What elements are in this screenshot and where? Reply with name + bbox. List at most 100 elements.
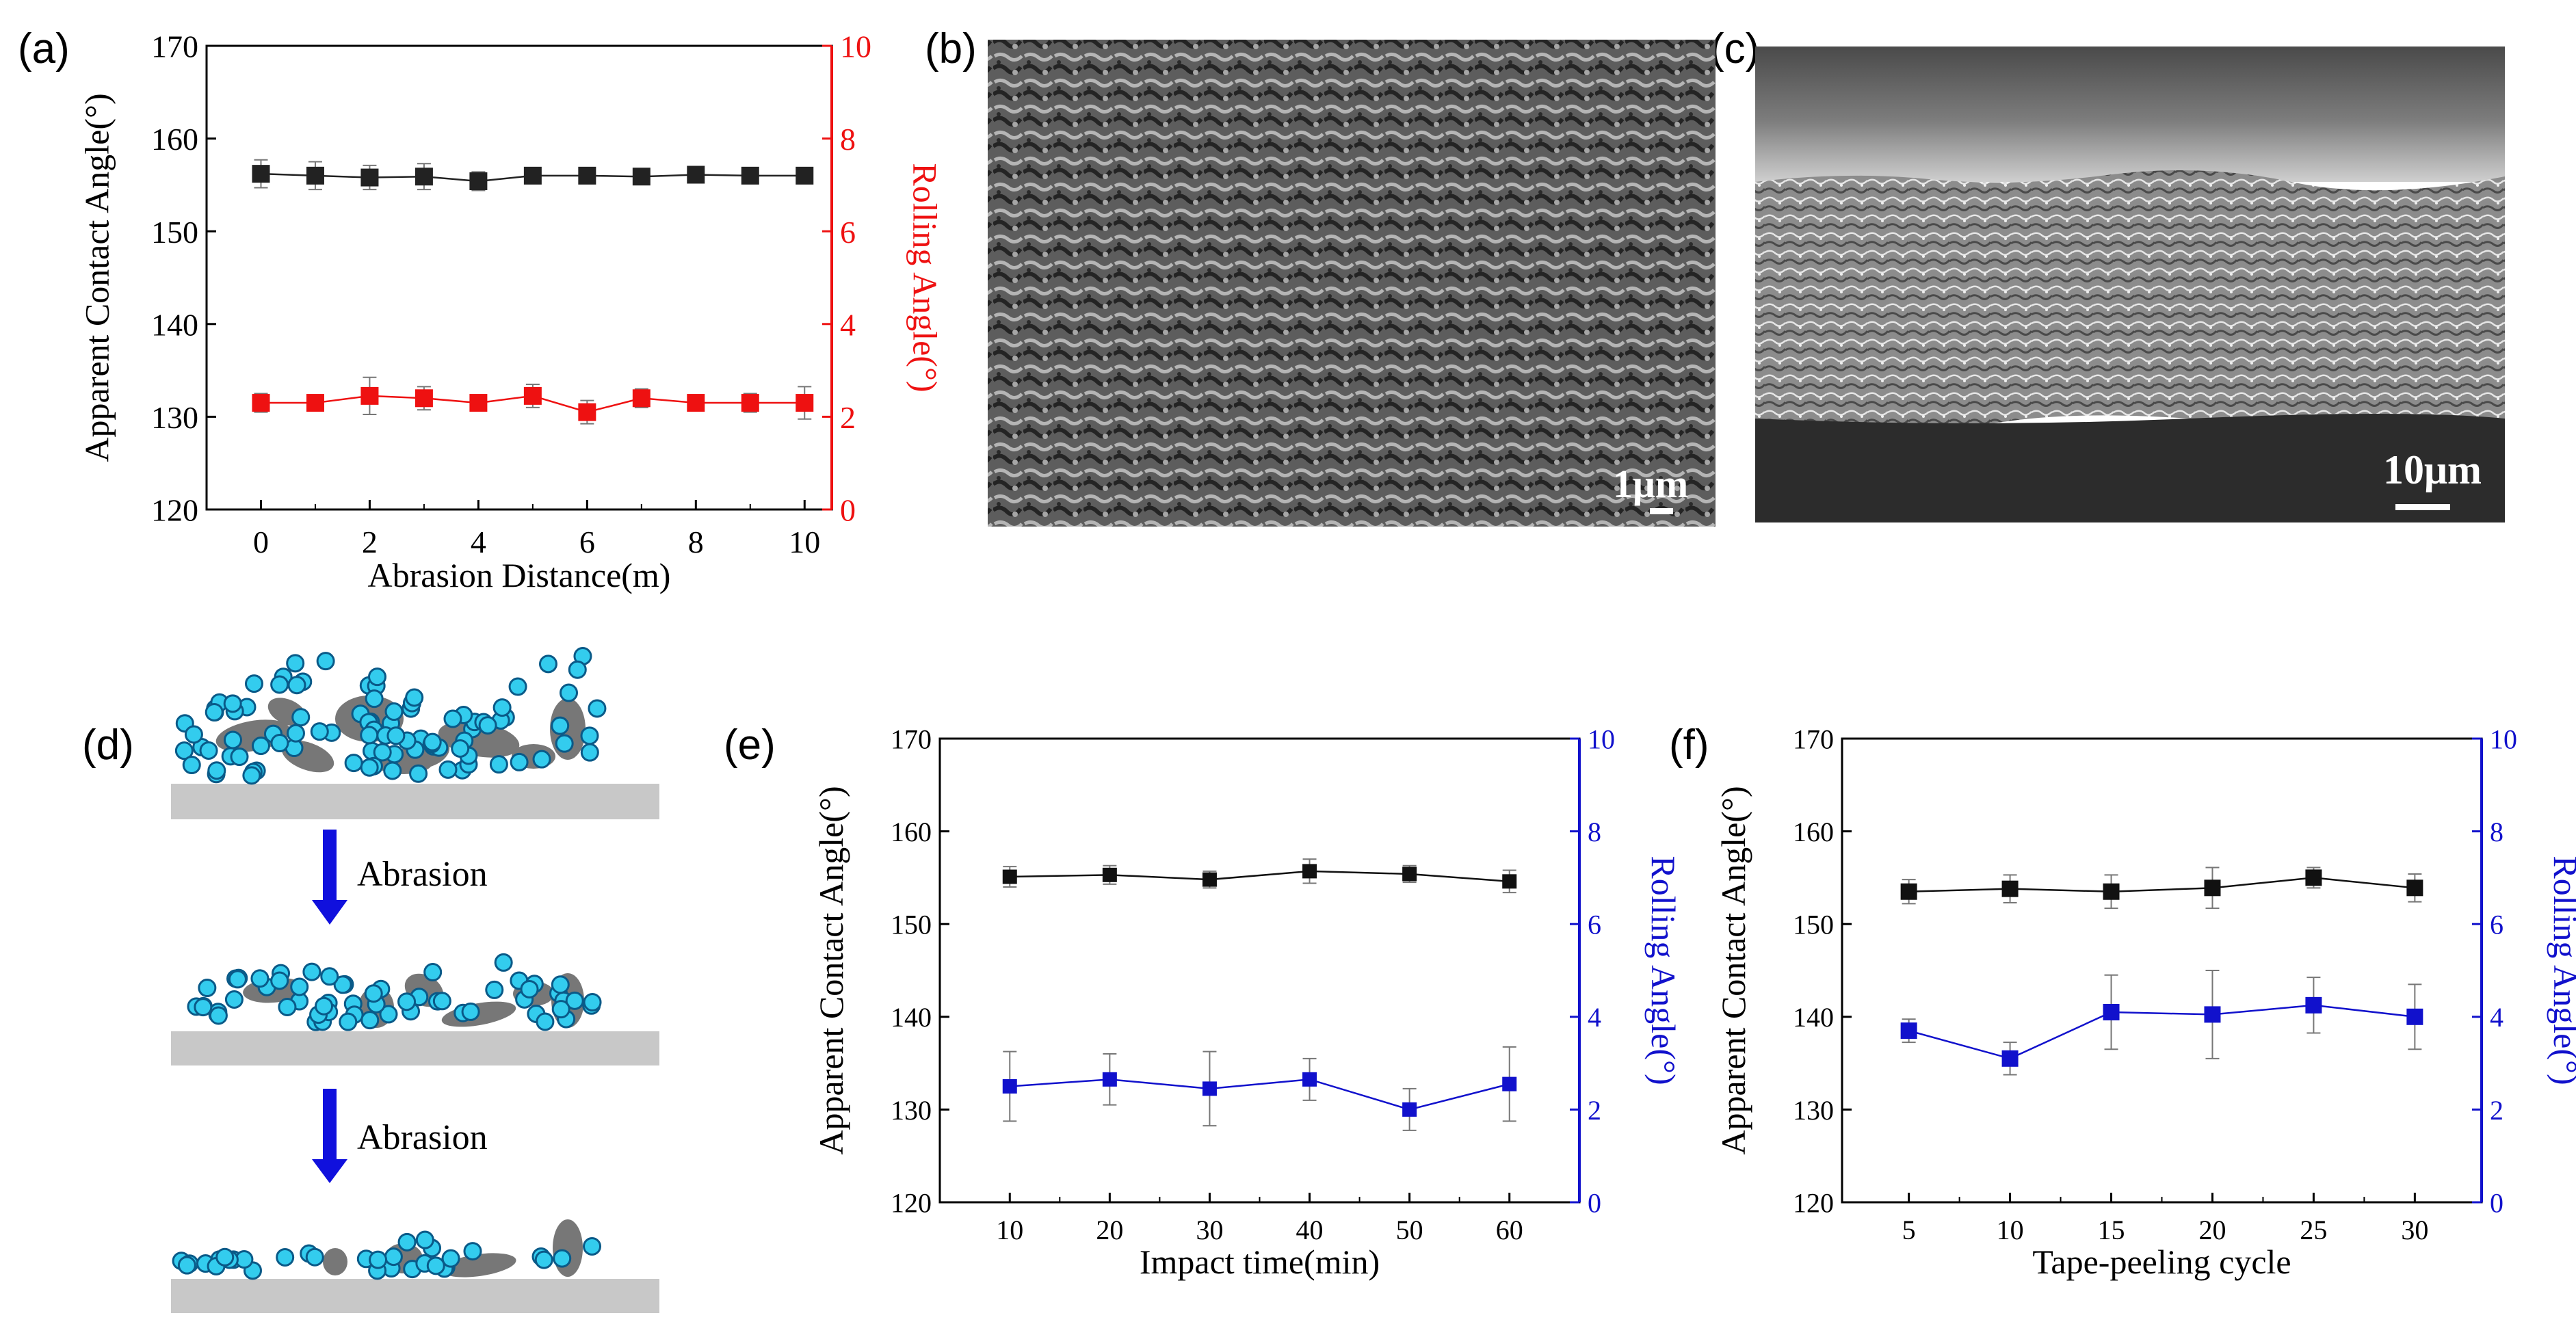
particle — [520, 979, 539, 998]
particle — [364, 984, 383, 1003]
particle — [508, 677, 527, 696]
particle — [568, 660, 587, 679]
y-tick-label: 130 — [1793, 1095, 1834, 1126]
y2-tick-label: 8 — [840, 122, 856, 157]
sem-image-cross-section: 10μm — [1755, 47, 2505, 522]
particle — [207, 761, 226, 780]
particle — [405, 688, 424, 707]
y-tick-label: 170 — [151, 29, 198, 64]
data-point — [252, 394, 270, 412]
y-tick-label: 140 — [891, 1002, 932, 1033]
particle — [536, 1012, 555, 1031]
substrate-1 — [171, 784, 659, 819]
chart-abrasion-distance: 120 130 140 150 160 170 0 2 4 6 8 10 0 2 4 6 8 10 Abrasion… — [77, 29, 944, 594]
particle — [316, 652, 335, 671]
particle — [244, 674, 263, 693]
y2-tick-label: 4 — [840, 307, 856, 342]
data-point — [523, 386, 542, 405]
y2-tick-label: 6 — [2490, 910, 2503, 940]
particle — [320, 967, 339, 986]
y2-tick-label: 8 — [2490, 817, 2503, 847]
data-point — [415, 389, 433, 408]
y-tick-label: 150 — [151, 215, 198, 250]
particle — [588, 699, 607, 718]
y-tick-label: 160 — [891, 817, 932, 847]
data-point — [2204, 879, 2221, 897]
particle — [286, 724, 305, 743]
arrow-shaft-1 — [323, 830, 337, 903]
particle — [177, 1256, 196, 1275]
x-axis-label: Tape-peeling cycle — [2032, 1243, 2291, 1281]
particle — [426, 1256, 445, 1275]
particle — [270, 734, 289, 753]
sem-cross-section-substrate — [1755, 414, 2505, 522]
panel-label-d: (d) — [82, 722, 134, 769]
particle — [583, 993, 602, 1012]
chart-impact-time: 120 130 140 150 160 170 0 2 4 6 8 10 10 20 30 40 50 60 Imp… — [812, 724, 1683, 1281]
data-point — [687, 166, 705, 184]
x-tick-label: 25 — [2300, 1215, 2327, 1245]
particle — [369, 1250, 388, 1269]
y-tick-label: 150 — [891, 910, 932, 940]
panel-label-c: (c) — [1710, 25, 1759, 72]
data-point — [1002, 1079, 1017, 1094]
data-point — [306, 166, 324, 185]
data-point — [1202, 872, 1217, 887]
y2-tick-label: 0 — [1588, 1187, 1601, 1218]
y2-tick-label: 4 — [2490, 1002, 2503, 1033]
particle — [305, 1247, 324, 1267]
particle — [560, 683, 579, 702]
sem-top-view-shade — [988, 40, 1716, 527]
y2-tick-label: 10 — [1588, 724, 1615, 754]
chart-tape-peeling: 120 130 140 150 160 170 0 2 4 6 8 10 5 10 15 20 25 30 Tape… — [1714, 724, 2576, 1281]
y2-tick-label: 10 — [840, 29, 871, 64]
arrow-down-icon — [312, 900, 347, 925]
x-axis-label: Abrasion Distance(m) — [368, 556, 671, 594]
y-tick-label: 140 — [151, 307, 198, 342]
y2-axis-label: Rolling Angle(°) — [2547, 856, 2576, 1085]
y2-tick-label: 8 — [1588, 817, 1601, 847]
data-point — [687, 394, 705, 412]
data-point — [1900, 883, 1917, 900]
data-point — [2305, 996, 2322, 1014]
data-point — [2103, 1004, 2120, 1021]
particle — [463, 1242, 482, 1261]
particle — [583, 1236, 602, 1256]
series-line — [1908, 877, 2415, 892]
particle — [310, 722, 329, 741]
y2-tick-label: 2 — [2490, 1095, 2503, 1126]
particle — [230, 747, 249, 767]
particle — [432, 992, 451, 1011]
particle — [441, 1249, 460, 1268]
data-point — [2204, 1006, 2221, 1023]
arrow-shaft-2 — [323, 1089, 337, 1162]
particle — [287, 676, 306, 695]
particle — [315, 996, 334, 1016]
data-point — [360, 386, 379, 405]
plot-frame — [938, 737, 1581, 1204]
particle — [360, 758, 379, 777]
data-point — [415, 168, 433, 186]
binder-ellipse — [553, 1219, 583, 1277]
panel-label-b: (b) — [925, 25, 977, 72]
data-point — [1402, 1102, 1417, 1117]
x-tick-label: 30 — [1196, 1215, 1223, 1245]
particle — [423, 732, 442, 752]
particle — [223, 730, 242, 750]
particle — [551, 716, 570, 735]
x-tick-label: 10 — [789, 525, 820, 559]
x-tick-label: 60 — [1496, 1215, 1523, 1245]
x-tick-label: 40 — [1296, 1215, 1324, 1245]
y-tick-label: 130 — [891, 1095, 932, 1126]
data-point — [1102, 867, 1117, 882]
particle — [551, 975, 570, 994]
data-point — [360, 168, 379, 187]
particle — [228, 970, 247, 989]
particle — [291, 708, 311, 727]
x-tick-label: 50 — [1396, 1215, 1423, 1245]
particle — [443, 709, 462, 728]
sem-c-scale-bar — [2395, 504, 2450, 510]
plot-frame — [205, 44, 833, 511]
data-point — [1502, 874, 1517, 889]
particle — [494, 953, 513, 972]
